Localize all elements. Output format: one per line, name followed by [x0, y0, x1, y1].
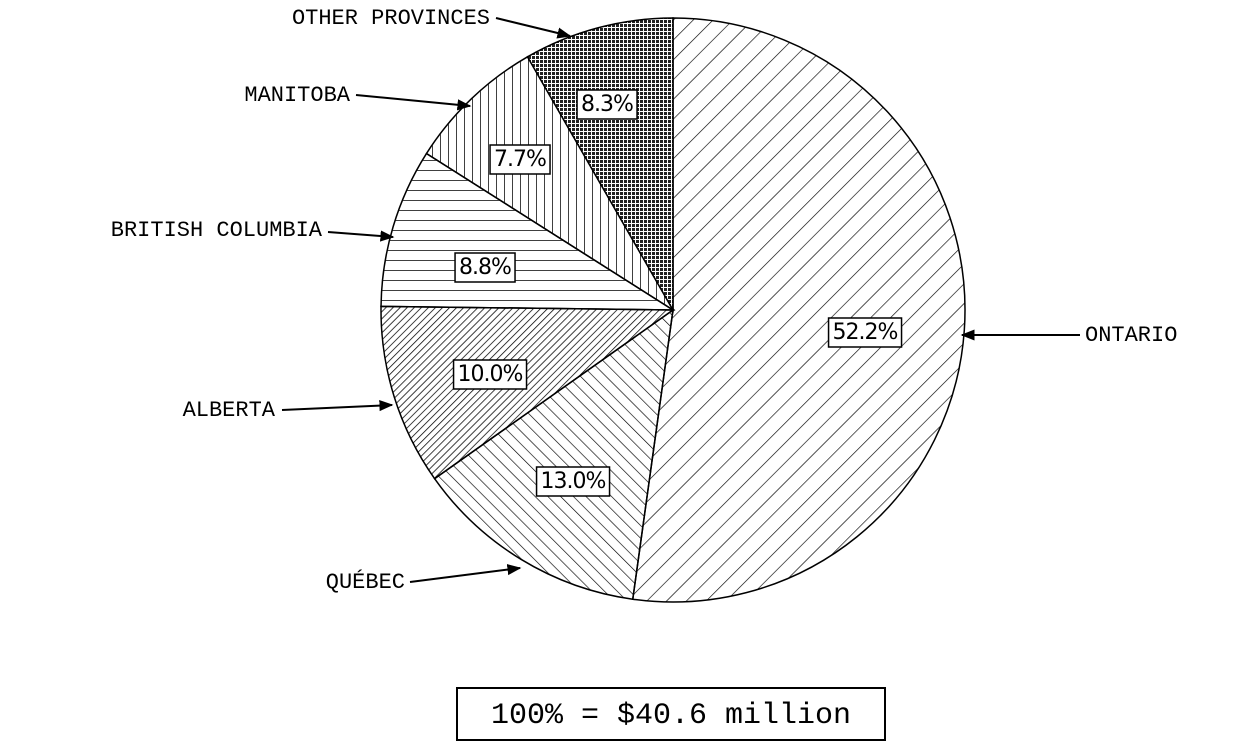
- value-label: 10.0%: [458, 362, 523, 387]
- leader-line: [355, 94, 472, 111]
- value-label: 7.7%: [494, 147, 546, 172]
- leader-line: [327, 230, 395, 242]
- category-label: ALBERTA: [183, 398, 276, 423]
- note-box: [456, 687, 886, 741]
- category-label: BRITISH COLUMBIA: [111, 218, 323, 243]
- leader-line: [495, 17, 572, 39]
- note: 100% = $40.6 million: [491, 699, 851, 733]
- category-label: ONTARIO: [1085, 323, 1177, 348]
- slice: [380, 305, 676, 480]
- category-label: OTHER PROVINCES: [292, 6, 490, 31]
- slice: [631, 17, 966, 603]
- leader-line: [281, 399, 394, 412]
- value-label: 52.2%: [833, 320, 898, 345]
- value-label-box: [576, 89, 638, 120]
- slice: [425, 55, 674, 311]
- value-label-box: [535, 466, 611, 497]
- category-label: MANITOBA: [244, 83, 350, 108]
- value-label: 8.3%: [581, 92, 633, 117]
- slice: [380, 152, 676, 311]
- leader-line: [409, 564, 522, 583]
- labels: 52.2% ONTARIO 13.0% QUÉBEC 10.0% ALBERTA 8.8% B…: [111, 6, 1178, 595]
- value-label: 8.8%: [459, 255, 511, 280]
- slice: [433, 308, 674, 601]
- value-label: 13.0%: [541, 469, 606, 494]
- category-label: QUÉBEC: [326, 569, 405, 595]
- value-label-box: [489, 144, 551, 175]
- value-label-box: [454, 252, 516, 283]
- value-label-box: [827, 317, 903, 348]
- value-label-box: [452, 359, 528, 390]
